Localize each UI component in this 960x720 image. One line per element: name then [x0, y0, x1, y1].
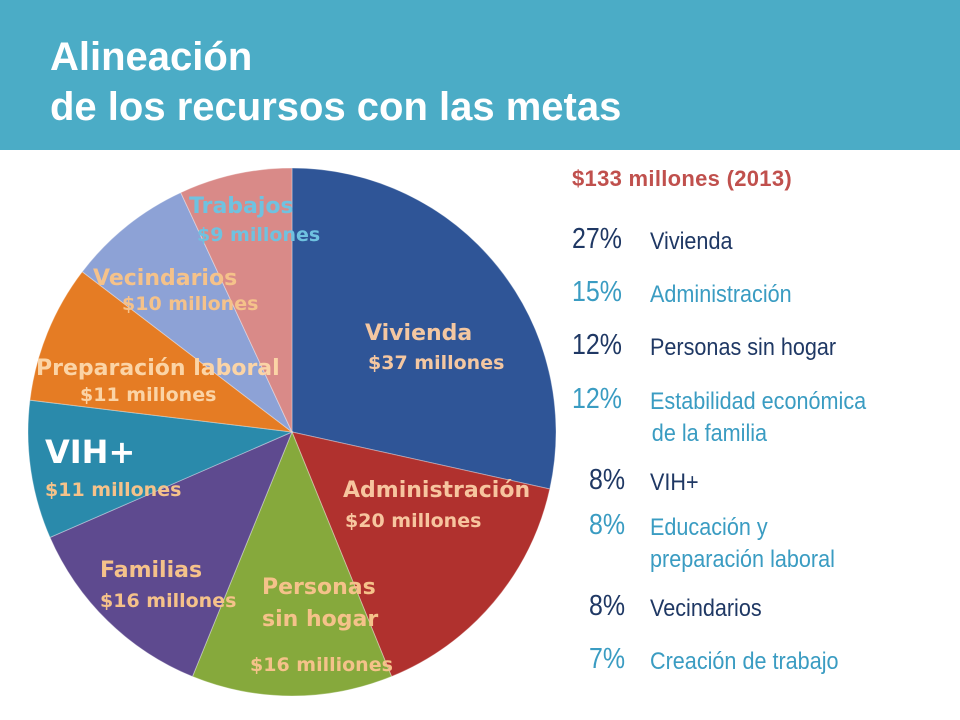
slice-label: Preparación laboral	[36, 356, 280, 381]
title-line-2: de los recursos con las metas	[50, 85, 622, 129]
pie-slice-familias	[49, 431, 293, 678]
pie-slice-vecindarios	[81, 191, 293, 433]
legend-category: Vivienda	[650, 226, 732, 258]
pie-slice-vivienda	[291, 167, 557, 490]
legend-category: Creación de trabajo	[650, 646, 839, 678]
total-budget: $133 millones (2013)	[572, 166, 793, 191]
pie-slices	[27, 167, 557, 697]
slice-amount-label: $16 millones	[100, 590, 236, 612]
legend-category: VIH+	[650, 467, 699, 499]
slice-label: VIH+	[45, 433, 135, 471]
slice-amount-label: $20 millones	[345, 510, 481, 532]
slice-label: Personas	[262, 575, 376, 600]
legend-category-line: Educación y	[650, 514, 768, 541]
legend-category-line: Administración	[650, 281, 792, 308]
slice-label: Trabajos	[189, 194, 294, 219]
slice-label: Familias	[100, 558, 202, 583]
slice-label: Vecindarios	[93, 266, 237, 291]
pie-slice-trabajos	[180, 167, 293, 433]
legend-category: Educación y preparación laboral	[650, 512, 835, 576]
slice-label: Vivienda	[365, 321, 472, 346]
pie-slice-personas-sin-hogar	[191, 430, 393, 697]
pie-slice-administración	[291, 431, 551, 678]
pie-labels: Vivienda $37 millones Administración $20 mi…	[36, 194, 530, 676]
legend-category: Estabilidad económica de la familia	[650, 386, 866, 450]
legend-category-line: de la familia	[651, 420, 768, 447]
legend-category-line: Estabilidad económica	[650, 388, 867, 415]
legend-percentage: 8%	[589, 509, 626, 541]
slice-amount-label: $16 milliones	[250, 654, 393, 676]
legend-category: Vecindarios	[650, 593, 762, 625]
legend-category-line: VIH+	[650, 469, 699, 496]
title-line-1: Alineación	[50, 35, 253, 79]
legend-category-line: preparación laboral	[650, 546, 835, 573]
legend-category-line: Vecindarios	[650, 595, 762, 622]
slide-title: Alineación de los recursos con las metas	[50, 32, 621, 132]
pie-slice-preparación-laboral	[29, 271, 294, 433]
slice-amount-label: $10 millones	[122, 293, 258, 315]
legend-percentage: 7%	[589, 643, 626, 675]
slice-label: sin hogar	[262, 607, 378, 632]
legend-percentage: 8%	[589, 590, 626, 622]
slice-label: Administración	[343, 478, 530, 503]
legend-category-line: Personas sin hogar	[650, 334, 837, 361]
pie-chart: Vivienda $37 millones Administración $20 mi…	[27, 167, 557, 697]
legend-percentage: 8%	[589, 464, 626, 496]
pie-slice-vih-	[27, 399, 294, 539]
slice-amount-label: $9 millones	[197, 224, 320, 246]
slice-amount-label: $11 millones	[45, 479, 181, 501]
slice-amount-label: $11 millones	[80, 384, 216, 406]
legend-category: Personas sin hogar	[650, 332, 836, 364]
slice-amount-label: $37 millones	[368, 352, 504, 374]
legend-category-line: Vivienda	[650, 228, 733, 255]
legend-category: Administración	[650, 279, 792, 311]
legend-category-line: Creación de trabajo	[650, 648, 839, 675]
title-banner: Alineación de los recursos con las metas	[0, 0, 960, 150]
